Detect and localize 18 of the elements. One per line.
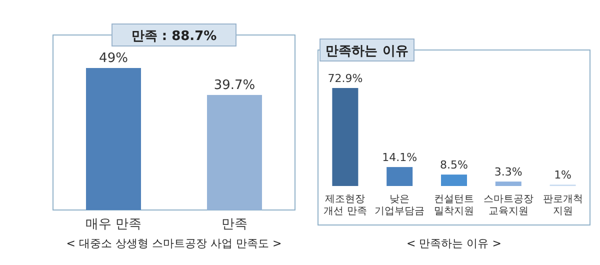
chart-title: 만족 : 88.7% [131,29,217,44]
data-label: 39.7% [214,78,256,93]
text: < 만족하는 이유 > [406,237,502,250]
x-tick-label: 판로개척 지원 [542,194,583,217]
chart-title: 만족하는 이유 [326,44,408,59]
x-tick-label: 낮은 기업부담금 [374,194,425,217]
data-label: 49% [99,51,128,66]
x-tick-label: 제조현장 개선 만족 [324,194,367,217]
data-label: 14.1% [382,151,418,164]
x-tick-label: 컨설턴트 밀착지원 [434,194,474,217]
data-label: 72.9% [328,72,363,85]
data-label: 1% [554,168,572,182]
data-label: 8.5% [440,158,468,172]
x-tick-label: 매우 만족 [85,217,142,232]
text: < 대중소 상생형 스마트공장 사업 만족도 > [66,237,282,250]
data-label: 3.3% [494,166,522,179]
x-tick-label: 스마트공장 교육지원 [483,194,534,217]
x-tick-label: 만족 [222,217,248,232]
